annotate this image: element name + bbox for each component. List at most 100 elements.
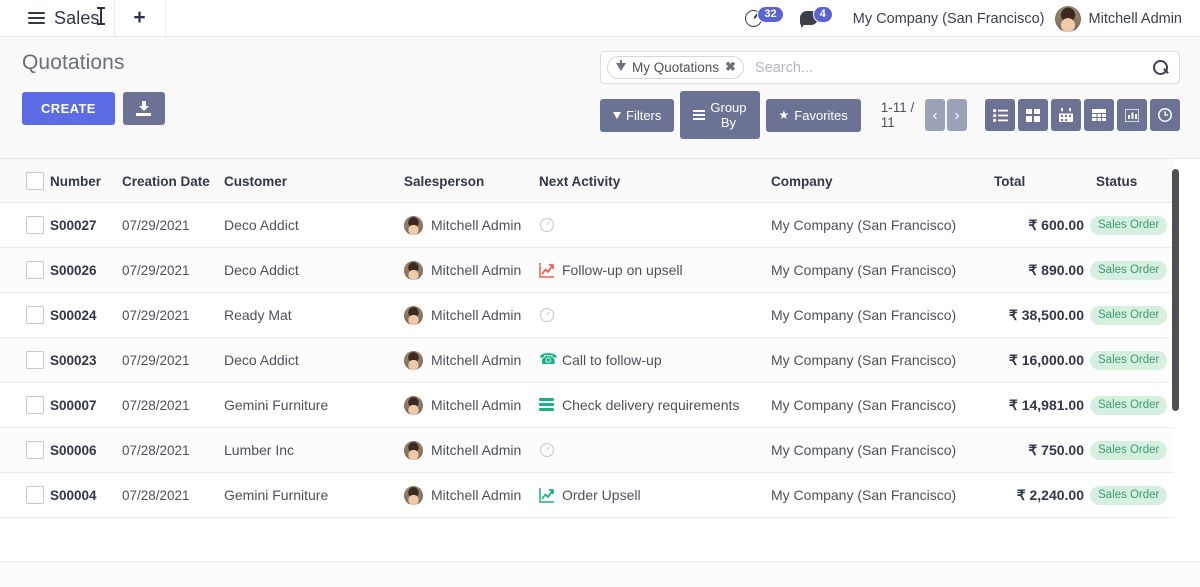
table-row[interactable]: S00004 07/28/2021 Gemini Furniture Mitchell…: [0, 472, 1174, 518]
apps-menu-toggle[interactable]: Sales: [0, 0, 114, 36]
status-badge: Sales Order: [1090, 441, 1168, 460]
calendar-view-button[interactable]: [1051, 99, 1082, 131]
table-row[interactable]: S00024 07/29/2021 Ready Mat Mitchell Admin M…: [0, 292, 1174, 338]
activities-menu[interactable]: 32: [737, 5, 791, 28]
cell-creation-date: 07/28/2021: [122, 472, 224, 518]
pager-range: 1-11 / 11: [880, 100, 915, 130]
cell-next-activity: Check delivery requirements: [539, 382, 771, 428]
list-view-button[interactable]: [985, 99, 1016, 131]
favorites-button[interactable]: ★ Favorites: [765, 98, 861, 132]
cell-customer: Deco Addict: [224, 202, 404, 248]
row-checkbox[interactable]: [26, 441, 44, 459]
table-row[interactable]: S00027 07/29/2021 Deco Addict Mitchell Admi…: [0, 202, 1174, 248]
cell-next-activity: Order Upsell: [539, 472, 771, 518]
create-button[interactable]: CREATE: [22, 92, 115, 125]
status-badge: Sales Order: [1090, 261, 1168, 280]
cell-company: My Company (San Francisco): [771, 292, 986, 338]
select-all-checkbox[interactable]: [26, 172, 44, 190]
cell-total: ₹ 750.00: [986, 427, 1090, 473]
salesperson-name: Mitchell Admin: [431, 262, 522, 278]
hamburger-icon[interactable]: [28, 12, 45, 24]
search-toolbar: Filters Group By ★ Favorites 1-11 / 11 ‹…: [600, 91, 1181, 139]
filters-button[interactable]: Filters: [600, 98, 675, 132]
cell-next-activity: [539, 427, 771, 473]
select-all-header: [0, 159, 50, 203]
new-tab-button[interactable]: +: [133, 6, 146, 29]
avatar: [404, 395, 423, 415]
row-checkbox[interactable]: [26, 396, 44, 414]
column-header-next-activity[interactable]: Next Activity: [539, 159, 771, 203]
cell-creation-date: 07/29/2021: [122, 292, 224, 338]
column-header-creation-date[interactable]: Creation Date: [122, 159, 224, 203]
row-checkbox[interactable]: [26, 486, 44, 504]
row-checkbox[interactable]: [26, 306, 44, 324]
favorites-label: Favorites: [794, 107, 848, 123]
navbar-divider: [113, 0, 115, 37]
messages-menu[interactable]: 4: [792, 5, 841, 29]
table-row[interactable]: S00007 07/28/2021 Gemini Furniture Mitchell…: [0, 382, 1174, 428]
navbar-systray: 32 4 My Company (San Francisco) Mitchell…: [737, 0, 1188, 37]
status-badge: Sales Order: [1090, 396, 1168, 415]
row-checkbox[interactable]: [26, 261, 44, 279]
cell-company: My Company (San Francisco): [771, 472, 986, 518]
funnel-icon: [616, 60, 626, 71]
cell-total: ₹ 2,240.00: [986, 472, 1090, 518]
import-button[interactable]: [122, 92, 165, 125]
search-icon[interactable]: [1153, 59, 1169, 76]
column-header-status[interactable]: Status: [1090, 159, 1174, 203]
activity-label: Follow-up on upsell: [562, 262, 683, 278]
cell-company: My Company (San Francisco): [771, 427, 986, 473]
activity-view-button[interactable]: [1150, 99, 1181, 131]
row-checkbox[interactable]: [26, 351, 44, 369]
close-icon[interactable]: ✖: [725, 59, 736, 74]
cell-number: S00024: [50, 292, 122, 338]
cell-total: ₹ 38,500.00: [986, 292, 1090, 338]
user-menu[interactable]: Mitchell Admin: [1053, 5, 1188, 32]
vertical-scrollbar[interactable]: [1172, 169, 1179, 411]
kanban-view-button[interactable]: [1018, 99, 1049, 131]
pager-previous-button[interactable]: ‹: [925, 99, 946, 131]
cell-salesperson: Mitchell Admin: [404, 427, 539, 473]
cell-company: My Company (San Francisco): [771, 247, 986, 293]
row-checkbox[interactable]: [26, 216, 44, 234]
pivot-icon: [1092, 109, 1107, 121]
status-badge: Sales Order: [1090, 306, 1168, 325]
cell-customer: Gemini Furniture: [224, 382, 404, 428]
table-row-partial[interactable]: [0, 561, 1200, 587]
row-select-cell: [0, 247, 50, 293]
search-input[interactable]: [743, 59, 1153, 76]
table-row[interactable]: S00006 07/28/2021 Lumber Inc Mitchell Admin…: [0, 427, 1174, 473]
graph-view-button[interactable]: [1117, 99, 1148, 131]
cell-salesperson: Mitchell Admin: [404, 337, 539, 383]
search-facet-my-quotations[interactable]: My Quotations ✖: [607, 56, 744, 79]
column-header-customer[interactable]: Customer: [224, 159, 404, 203]
upsell-icon-green: [539, 487, 555, 503]
search-view[interactable]: My Quotations ✖: [600, 51, 1180, 84]
cell-number: S00004: [50, 472, 122, 518]
avatar: [404, 485, 423, 505]
table-row[interactable]: S00023 07/29/2021 Deco Addict Mitchell Admi…: [0, 337, 1174, 383]
avatar: [404, 305, 423, 325]
messages-count-badge: 4: [812, 5, 833, 24]
pager-next-button[interactable]: ›: [947, 99, 968, 131]
column-header-company[interactable]: Company: [771, 159, 986, 203]
cell-number: S00006: [50, 427, 122, 473]
column-header-salesperson[interactable]: Salesperson: [404, 159, 539, 203]
company-switcher[interactable]: My Company (San Francisco): [852, 10, 1045, 27]
pivot-view-button[interactable]: [1084, 99, 1115, 131]
column-header-number[interactable]: Number: [50, 159, 122, 203]
table-row[interactable]: S00026 07/29/2021 Deco Addict Mitchell Admi…: [0, 247, 1174, 293]
cell-total: ₹ 600.00: [986, 202, 1090, 248]
cell-status: Sales Order: [1090, 382, 1174, 428]
kanban-icon: [1026, 108, 1041, 122]
column-header-total[interactable]: Total: [986, 159, 1090, 203]
avatar: [404, 350, 423, 370]
cell-customer: Ready Mat: [224, 292, 404, 338]
avatar: [1054, 5, 1081, 32]
row-select-cell: [0, 382, 50, 428]
cell-status: Sales Order: [1090, 337, 1174, 383]
cell-salesperson: Mitchell Admin: [404, 292, 539, 338]
user-name: Mitchell Admin: [1088, 10, 1182, 27]
group-by-button[interactable]: Group By: [680, 91, 760, 139]
activity-label: Order Upsell: [562, 487, 641, 503]
